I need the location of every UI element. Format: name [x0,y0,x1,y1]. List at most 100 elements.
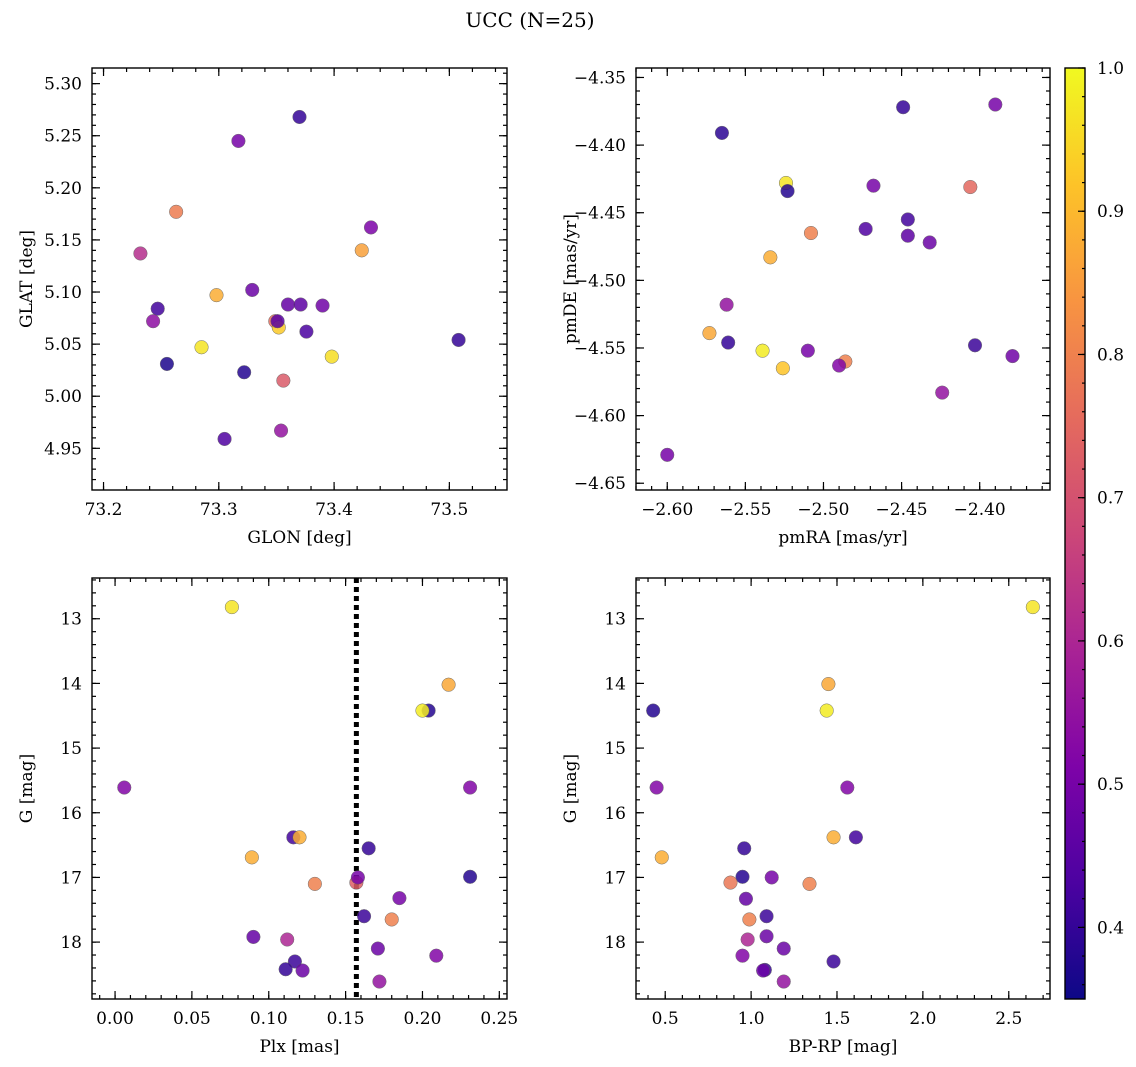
x-tick-label: 1.5 [823,1009,850,1029]
scatter-point [649,780,664,795]
scatter-point [759,909,774,924]
y-tick-label: −4.35 [574,68,626,88]
axes-frame [91,67,508,491]
y-tick-label: 16 [604,804,626,824]
scatter-point [802,876,817,891]
scatter-point [133,246,148,261]
x-tick-label: 0.15 [327,1009,365,1029]
scatter-point [759,929,774,944]
scatter-point [803,225,819,241]
scatter-point [293,297,308,312]
scatter-point [714,125,729,140]
scatter-point [350,870,365,885]
x-tick-label: 0.5 [652,1009,679,1029]
scatter-point [900,228,915,243]
scatter-point [776,941,791,956]
scatter-point [194,340,209,355]
scatter-point [276,373,291,388]
scatter-point [819,703,834,718]
scatter-point [763,250,778,265]
scatter-point [719,297,734,312]
y-tick-label: −4.45 [574,204,626,224]
x-axis-label: GLON [deg] [247,528,351,548]
subplot-glon-glat: 73.2 73.3 73.4 73.5 4.95 5.00 5.05 5.10 5.15 5.20… [17,67,508,548]
axes-frame [635,67,1051,491]
scatter-point [169,204,184,219]
scatter-point [224,600,239,615]
y-tick-label: 14 [60,674,82,694]
y-tick-label: 18 [604,933,626,953]
scatter-point [231,133,246,148]
y-tick-label: 14 [604,674,626,694]
scatter-point [307,876,322,891]
minor-ticks [92,578,507,999]
subplot-grid: 73.2 73.3 73.4 73.5 4.95 5.00 5.05 5.10 5.15 5.20… [17,67,1051,1057]
scatter-point [451,332,466,348]
x-axis-label: BP-RP [mag] [789,1037,898,1057]
y-tick-label: 5.30 [44,75,82,95]
scatter-point [988,97,1003,112]
scatter-point [292,830,307,845]
scatter-point [295,963,310,978]
scatter-point [441,677,456,692]
scatter-point [826,830,841,845]
x-tick-label: 73.3 [200,500,238,520]
scatter-point [270,314,285,329]
colorbar-tick-label: 0.9 [1097,202,1124,222]
y-tick-label: 5.15 [44,231,82,251]
y-axis-label: G [mag] [17,754,37,823]
colorbar-tick-label: 0.4 [1097,918,1124,938]
scatter-point [896,100,911,115]
scatter-point [245,282,260,297]
scatter-point [117,780,132,795]
x-tick-label: 73.5 [430,500,468,520]
scatter-point [900,212,915,227]
y-axis-label: pmDE [mas/yr] [561,214,581,344]
y-tick-label: 17 [60,868,82,888]
scatter-point [463,869,478,884]
x-tick-label: −2.45 [876,500,928,520]
colorbar-tick-label: 0.6 [1097,632,1124,652]
scatter-point [384,912,399,927]
subplot-bprp-g: 0.5 1.0 1.5 2.0 2.5 13 14 15 16 17 18 BP-RP [mag] G … [561,577,1051,1057]
scatter-point [150,301,165,316]
scatter-point [775,361,790,376]
y-tick-label: 5.25 [44,127,82,147]
scatter-point [324,349,339,364]
minor-ticks [92,68,507,490]
figure-title: UCC (N=25) [465,8,594,32]
scatter-point [764,870,779,885]
scatter-point [646,703,661,718]
scatter-point [363,220,379,235]
colorbar-gradient [1064,67,1086,1000]
scatter-point [278,962,293,977]
y-tick-label: −4.40 [574,136,626,156]
x-tick-label: 73.2 [85,500,123,520]
colorbar-tick-label: 0.5 [1097,775,1124,795]
y-tick-label: 13 [60,610,82,630]
scatter-point [826,954,841,969]
y-tick-label: 5.20 [44,179,82,199]
minor-ticks [635,68,1050,490]
scatter-point [776,974,791,989]
y-tick-label: −4.65 [574,474,626,494]
scatter-point [274,423,289,438]
scatter-point [737,841,752,856]
scatter-point [742,912,757,927]
scatter-point [740,932,755,947]
scatter-point [415,703,430,718]
x-tick-label: −2.60 [641,500,693,520]
scatter-point [287,954,302,969]
scatter-point [292,109,307,125]
scatter-point [159,356,174,371]
scatter-point [858,221,873,237]
scatter-point [370,941,385,956]
y-tick-label: −4.50 [574,271,626,291]
scatter-point [315,298,330,313]
y-tick-label: 18 [60,933,82,953]
scatter-point [246,929,261,944]
colorbar-tick-label: 1.0 [1097,59,1124,79]
y-tick-label: 15 [604,739,626,759]
x-axis-label: pmRA [mas/yr] [778,528,907,548]
y-tick-label: 16 [60,804,82,824]
